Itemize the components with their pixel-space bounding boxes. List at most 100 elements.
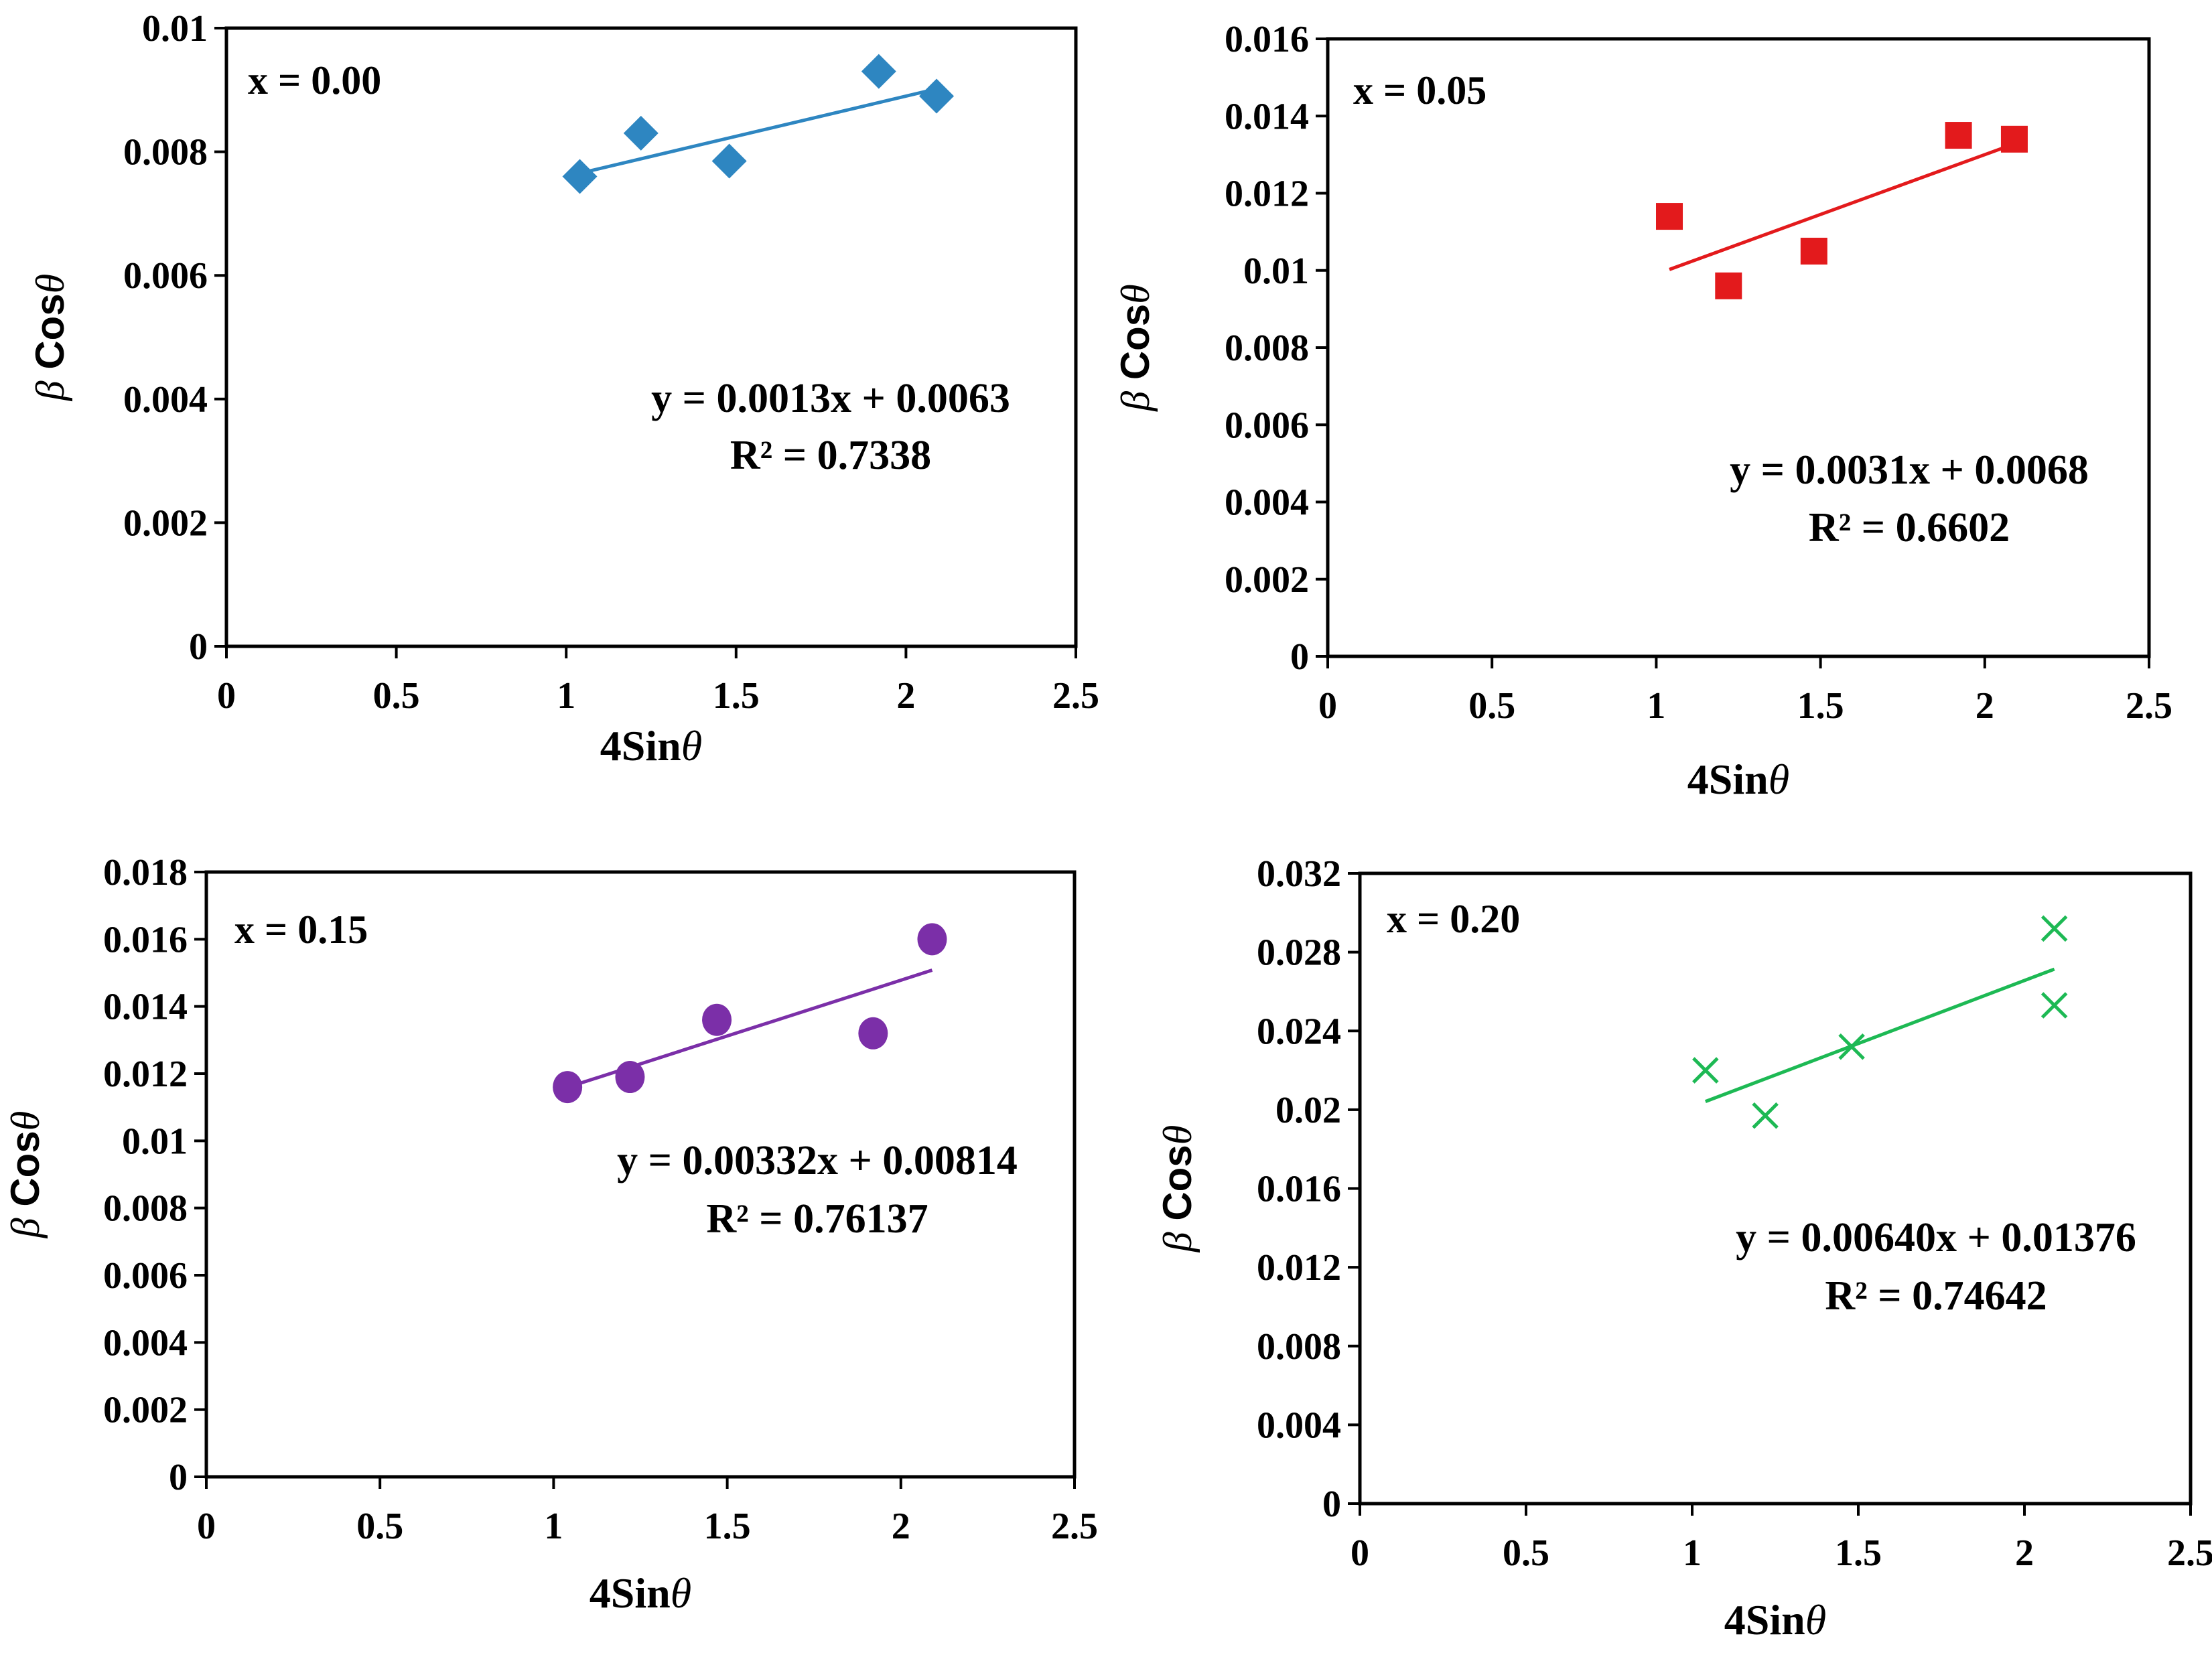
- x-tick-label: 1.5: [713, 675, 760, 717]
- y-tick-label: 0.01: [122, 1121, 188, 1162]
- plot-area-frame: [204, 870, 1077, 1479]
- y-tick-label: 0.012: [1225, 173, 1309, 215]
- x-axis-title: 4Sinθ: [590, 1569, 691, 1617]
- x-tick-label: 0.5: [1468, 685, 1515, 727]
- y-tick-label: 0: [1290, 636, 1309, 678]
- x-tick-label: 2: [892, 1506, 910, 1547]
- data-point-x: [2041, 992, 2068, 1019]
- y-axis-title: β Cosθ: [1155, 1125, 1200, 1252]
- x-tick-label: 0.5: [1503, 1532, 1549, 1574]
- data-point-diamond: [711, 143, 747, 179]
- y-tick-label: 0.012: [103, 1054, 188, 1095]
- x-tick-label: 2.5: [2126, 685, 2172, 727]
- trendline-equation: y = 0.0013x + 0.0063: [651, 376, 1010, 421]
- trendline-equation: y = 0.00640x + 0.01376: [1736, 1215, 2136, 1260]
- y-tick-label: 0.006: [103, 1255, 188, 1297]
- y-tick-label: 0: [169, 1457, 188, 1498]
- data-point-x: [2041, 915, 2068, 942]
- data-point-diamond: [919, 78, 955, 114]
- data-point-circle: [917, 923, 947, 956]
- y-tick-label: 0.008: [103, 1188, 188, 1230]
- y-axis-title: β Cosθ: [27, 274, 72, 401]
- y-tick-label: 0.004: [123, 379, 208, 421]
- data-point-square: [1715, 272, 1742, 299]
- panel-composition-label: x = 0.05: [1353, 68, 1487, 113]
- x-axis-title: 4Sinθ: [1724, 1596, 1826, 1644]
- r-squared-value: R² = 0.7338: [730, 433, 931, 478]
- x-tick-label: 1: [544, 1506, 563, 1547]
- x-tick-label: 0: [217, 675, 236, 717]
- y-tick-label: 0.018: [103, 852, 188, 893]
- x-tick-label: 2: [2015, 1532, 2034, 1574]
- panel-composition-label: x = 0.00: [248, 58, 381, 102]
- x-tick-label: 1.5: [704, 1506, 751, 1547]
- y-tick-label: 0.028: [1257, 932, 1341, 974]
- data-point-x: [1838, 1033, 1865, 1060]
- y-tick-label: 0.01: [1243, 250, 1309, 292]
- trendline-equation: y = 0.0031x + 0.0068: [1730, 447, 2089, 493]
- panel-composition-label: x = 0.20: [1387, 897, 1520, 941]
- linear-trendline: [1669, 142, 2015, 271]
- plot-area-frame: [1358, 871, 2193, 1506]
- y-tick-label: 0.006: [1225, 405, 1309, 446]
- y-tick-label: 0.002: [103, 1390, 188, 1431]
- data-point-x: [1692, 1057, 1719, 1084]
- y-tick-label: 0.002: [1225, 559, 1309, 601]
- chart-panel-1: 0 0.002 0.004 0.006 0.008 0.01 0 0.5 1 1.5 2 2.5 4Si…: [27, 8, 1099, 770]
- y-tick-label: 0.02: [1275, 1090, 1341, 1131]
- y-tick-label: 0.016: [1225, 19, 1309, 60]
- y-tick-label: 0: [189, 626, 208, 668]
- trendline-equation: y = 0.00332x + 0.00814: [617, 1138, 1018, 1183]
- y-tick-label: 0.002: [123, 502, 208, 544]
- data-point-circle: [615, 1061, 645, 1094]
- panel-composition-label: x = 0.15: [234, 908, 368, 952]
- y-tick-label: 0.014: [103, 987, 188, 1028]
- data-point-diamond: [623, 115, 659, 151]
- data-point-square: [1800, 237, 1827, 265]
- r-squared-value: R² = 0.76137: [706, 1196, 928, 1242]
- y-tick-label: 0.014: [1225, 96, 1309, 137]
- x-tick-label: 2.5: [1051, 1506, 1098, 1547]
- x-tick-label: 1: [557, 675, 575, 717]
- plot-area-frame: [224, 26, 1078, 648]
- y-tick-label: 0.004: [103, 1322, 188, 1364]
- y-tick-label: 0.008: [1257, 1326, 1341, 1368]
- linear-trendline: [1704, 967, 2055, 1103]
- r-squared-value: R² = 0.74642: [1825, 1273, 2047, 1319]
- x-tick-label: 2: [896, 675, 915, 717]
- x-tick-label: 0.5: [373, 675, 420, 717]
- r-squared-value: R² = 0.6602: [1809, 505, 2010, 551]
- y-axis-title: β Cosθ: [1113, 284, 1158, 411]
- data-point-circle: [858, 1017, 888, 1050]
- x-axis-title: 4Sinθ: [1687, 755, 1789, 803]
- data-point-diamond: [861, 54, 896, 89]
- x-tick-label: 0: [1351, 1532, 1369, 1574]
- data-point-square: [1656, 203, 1683, 230]
- y-axis-title: β Cosθ: [3, 1111, 48, 1238]
- x-tick-label: 0: [197, 1506, 216, 1547]
- x-tick-label: 1: [1647, 685, 1665, 727]
- y-tick-label: 0.004: [1257, 1404, 1341, 1446]
- data-point-x: [1752, 1102, 1779, 1129]
- chart-panel-3: 0 0.002 0.004 0.006 0.008 0.01 0.012 0.014 0.016…: [3, 852, 1098, 1617]
- x-tick-label: 2.5: [1052, 675, 1099, 717]
- data-point-circle: [553, 1071, 583, 1104]
- y-tick-label: 0.016: [1257, 1169, 1341, 1210]
- data-point-square: [1945, 122, 1972, 149]
- x-tick-label: 0.5: [356, 1506, 403, 1547]
- x-tick-label: 2.5: [2167, 1532, 2212, 1574]
- x-tick-label: 1.5: [1797, 685, 1844, 727]
- data-point-diamond: [562, 159, 598, 194]
- y-tick-label: 0.006: [123, 255, 208, 297]
- chart-panel-2: 0 0.002 0.004 0.006 0.008 0.01 0.012 0.014 0.016…: [1113, 19, 2172, 803]
- y-tick-label: 0.01: [142, 8, 208, 50]
- data-point-square: [2000, 125, 2028, 153]
- y-tick-label: 0.004: [1225, 482, 1309, 524]
- y-tick-label: 0.016: [103, 919, 188, 960]
- chart-panel-4: 0 0.004 0.008 0.012 0.016 0.02 0.024 0.028 0.032…: [1155, 853, 2212, 1644]
- linear-trendline: [579, 87, 937, 175]
- y-tick-label: 0: [1322, 1484, 1341, 1525]
- data-point-circle: [702, 1003, 732, 1036]
- y-tick-label: 0.008: [1225, 328, 1309, 369]
